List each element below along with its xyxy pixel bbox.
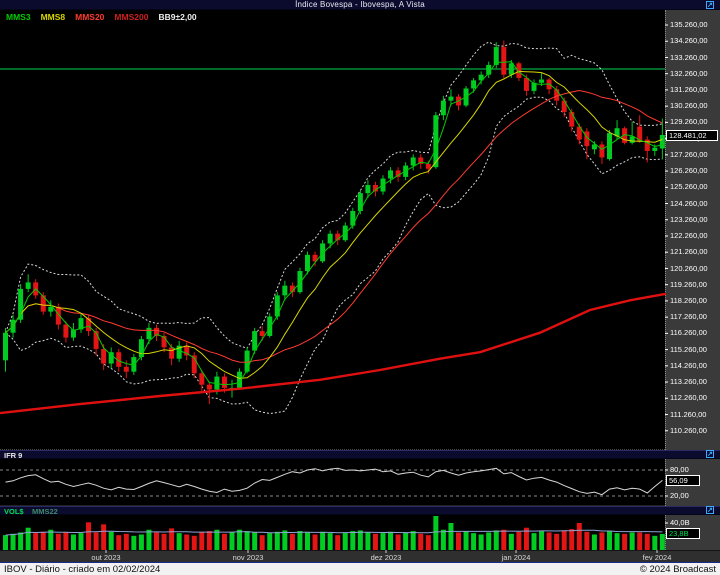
price-tick-label: 121.260,00 (670, 247, 708, 257)
price-tick-label: 127.260,00 (670, 149, 708, 159)
price-tick-label: 132.260,00 (670, 68, 708, 78)
vol-tick-label: 40,0B (670, 518, 690, 527)
price-tick-label: 118.260,00 (670, 295, 707, 305)
price-tick-label: 114.260,00 (670, 360, 707, 370)
vol-ma-label: MMS22 (32, 507, 58, 516)
price-chart-plot[interactable] (0, 10, 665, 450)
legend-item-mms200: MMS200 (114, 12, 149, 22)
ifr-panel-title: IFR 9 (4, 451, 23, 460)
price-tick-label: 116.260,00 (670, 328, 707, 338)
ifr-tick-label: 20,00 (670, 491, 689, 500)
status-bar: IBOV - Diário - criado em 02/02/2024 © 2… (0, 562, 720, 575)
price-tick-label: 113.260,00 (670, 377, 707, 387)
month-label: jan 2024 (501, 553, 531, 562)
ifr-tick-label: 80,00 (670, 465, 689, 474)
price-tick-label: 125.260,00 (670, 182, 708, 192)
month-label: nov 2023 (232, 553, 264, 562)
vol-panel-title: VOL$ (4, 507, 24, 516)
legend-item-bb9200: BB9±2,00 (158, 12, 197, 22)
price-tick-label: 135.260,00 (670, 20, 708, 29)
chart-title: Índice Bovespa - Ibovespa, A Vista (295, 0, 425, 9)
vol-panel-header: VOL$ MMS22 (0, 506, 720, 516)
price-tick-label: 129.260,00 (670, 117, 708, 127)
legend-item-mms20: MMS20 (75, 12, 105, 22)
price-tick-label: 134.260,00 (670, 36, 708, 46)
chart-title-bar: Índice Bovespa - Ibovespa, A Vista (0, 0, 720, 10)
indicator-legend: MMS3 MMS8 MMS20 MMS200 BB9±2,00 (6, 12, 207, 22)
price-tick-label: 131.260,00 (670, 84, 708, 94)
price-tick-label: 110.260,00 (670, 425, 707, 435)
vol-value-box: 23,8B (666, 528, 700, 540)
price-tick-label: 111.260,00 (670, 409, 707, 419)
month-label: dez 2023 (370, 553, 402, 562)
month-label: fev 2024 (642, 553, 672, 562)
month-label: out 2023 (91, 553, 121, 562)
legend-item-mms8: MMS8 (40, 12, 66, 22)
price-tick-label: 130.260,00 (670, 101, 708, 111)
ifr-plot[interactable] (0, 459, 665, 506)
legend-item-mms3: MMS3 (6, 12, 31, 22)
price-tick-label: 120.260,00 (670, 263, 708, 273)
status-chart-info: IBOV - Diário - criado em 02/02/2024 (4, 564, 161, 575)
price-tick-label: 126.260,00 (670, 166, 708, 176)
price-tick-label: 115.260,00 (670, 344, 707, 354)
price-tick-label: 133.260,00 (670, 52, 708, 62)
last-price-box: 128.481,02 (666, 129, 718, 141)
price-tick-label: 122.260,00 (670, 231, 708, 240)
expand-main-chart-icon[interactable] (706, 1, 714, 9)
date-axis (0, 550, 720, 562)
price-tick-label: 112.260,00 (670, 393, 707, 403)
price-tick-label: 124.260,00 (670, 198, 708, 208)
price-tick-label: 117.260,00 (670, 312, 707, 322)
ifr-value-box: 56,09 (666, 474, 700, 486)
vol-plot[interactable] (0, 515, 665, 550)
expand-vol-panel-icon[interactable] (706, 506, 714, 514)
status-copyright: © 2024 Broadcast (639, 564, 716, 575)
expand-ifr-panel-icon[interactable] (706, 450, 714, 458)
ifr-panel-header: IFR 9 (0, 450, 720, 460)
price-tick-label: 119.260,00 (670, 279, 707, 289)
right-axis-strip (665, 10, 720, 550)
price-tick-label: 123.260,00 (670, 214, 708, 224)
